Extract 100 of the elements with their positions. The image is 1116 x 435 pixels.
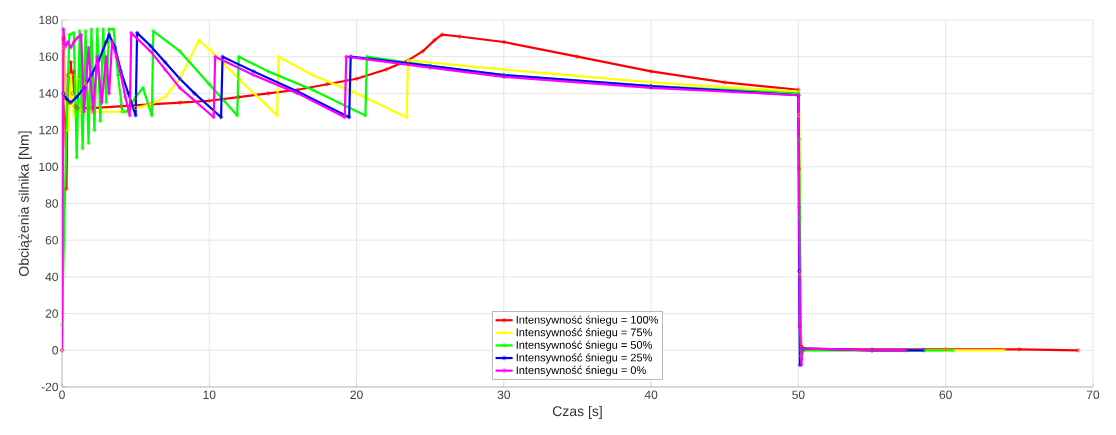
point (266, 69, 271, 74)
point (89, 73, 94, 77)
y-tick-label: 80 (45, 199, 59, 208)
point (68, 45, 73, 50)
point (133, 95, 138, 99)
point (799, 353, 804, 358)
point (86, 141, 91, 145)
point (236, 76, 241, 81)
point (83, 29, 88, 33)
point (649, 69, 654, 74)
point (89, 106, 94, 110)
y-tick-label: 180 (39, 15, 59, 25)
point (1002, 348, 1007, 353)
point (266, 91, 271, 96)
point (207, 98, 212, 103)
point (197, 38, 201, 43)
point (70, 91, 75, 96)
point (104, 100, 109, 105)
point (797, 166, 802, 171)
point (86, 45, 91, 50)
point (110, 40, 114, 44)
point (151, 29, 156, 33)
point (220, 54, 225, 59)
point (177, 85, 182, 90)
point (575, 54, 580, 59)
point (310, 73, 315, 77)
point (148, 43, 153, 48)
point (904, 348, 908, 353)
point (921, 348, 926, 353)
point (135, 30, 140, 35)
point (80, 146, 85, 151)
point (71, 113, 76, 118)
point (71, 40, 76, 44)
point (251, 73, 256, 77)
point (236, 54, 241, 59)
point (64, 96, 69, 101)
point (79, 32, 84, 37)
point (213, 54, 218, 59)
point (722, 80, 727, 85)
point (364, 54, 369, 59)
legend-label: Intensywność śniegu = 25% (516, 353, 652, 364)
point (74, 155, 79, 160)
x-tick-label: 30 (497, 390, 511, 400)
point (119, 69, 123, 74)
y-tick-label: 100 (39, 162, 59, 172)
point (276, 54, 281, 59)
point (501, 67, 506, 72)
point (66, 40, 70, 44)
y-tick-label: 20 (45, 309, 59, 318)
point (310, 87, 315, 92)
x-tick-label: 40 (644, 390, 658, 400)
point (89, 27, 94, 32)
point (141, 85, 145, 90)
y-tick-label: -20 (41, 382, 59, 392)
point (325, 82, 330, 87)
point (384, 67, 388, 72)
point (797, 113, 802, 118)
point (420, 49, 425, 54)
point (149, 113, 154, 118)
point (95, 27, 100, 32)
x-axis-title: Czas [s] (552, 405, 602, 419)
point (1017, 347, 1022, 352)
point (163, 67, 168, 72)
legend-label: Intensywność śniegu = 100% (516, 315, 659, 326)
point (113, 45, 117, 50)
point (68, 60, 73, 65)
point (163, 95, 168, 99)
point (74, 95, 79, 99)
point (119, 104, 123, 109)
point (92, 128, 97, 132)
point (61, 36, 66, 41)
point (797, 137, 802, 142)
point (124, 109, 129, 114)
point (104, 109, 109, 114)
point (177, 49, 182, 54)
legend-label: Intensywność śniegu = 50% (516, 340, 652, 352)
point (126, 91, 131, 96)
point (83, 82, 88, 87)
point (61, 27, 66, 32)
point (177, 100, 182, 105)
point (99, 100, 104, 105)
point (67, 32, 72, 37)
x-tick-label: 50 (792, 390, 805, 400)
point (123, 95, 128, 99)
point (104, 54, 109, 59)
point (101, 27, 106, 32)
point (207, 47, 212, 52)
point (74, 76, 79, 81)
x-tick-label: 60 (939, 390, 952, 400)
point (363, 113, 368, 118)
y-tick-label: 140 (39, 89, 59, 98)
legend-label: Intensywność śniegu = 0% (516, 365, 646, 377)
point (107, 91, 112, 96)
point (133, 106, 138, 110)
y-axis-title: Obciążenia silnika [Nm] (18, 131, 32, 276)
point (98, 119, 103, 123)
point (148, 49, 153, 54)
point (60, 322, 64, 327)
point (107, 32, 112, 37)
point (342, 115, 347, 120)
